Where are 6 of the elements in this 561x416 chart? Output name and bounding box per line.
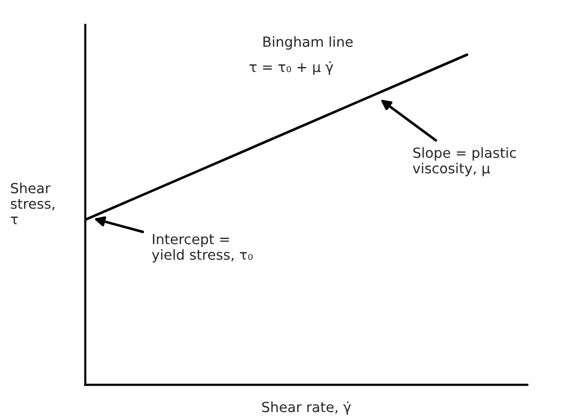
annotation: Intercept = yield stress, τ₀ (152, 234, 253, 263)
annotation: τ = τ₀ + μ γ̇ (250, 61, 334, 75)
text: Bingham line (263, 36, 353, 50)
y-axis-title: Shear stress, τ (10, 182, 54, 224)
annotation: Slope = plastic viscosity, μ (412, 147, 516, 176)
x-axis-title: Shear rate, γ̇ (262, 401, 351, 415)
